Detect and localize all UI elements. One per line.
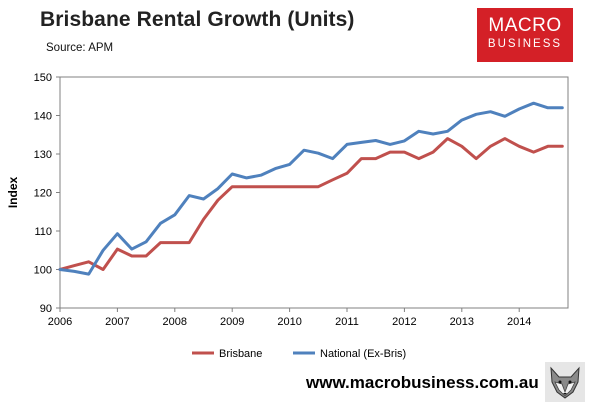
y-axis-label: Index: [6, 177, 20, 209]
x-tick-label: 2006: [48, 316, 72, 328]
y-tick-label: 110: [34, 226, 52, 238]
logo-line-2: BUSINESS: [487, 38, 563, 50]
logo-line-1: MACRO: [488, 15, 562, 36]
legend-label-brisbane: Brisbane: [219, 348, 262, 360]
y-tick-label: 120: [34, 188, 52, 200]
legend-label-national: National (Ex-Bris): [320, 348, 406, 360]
y-tick-label: 90: [40, 303, 52, 315]
chart-legend: Brisbane National (Ex-Bris): [192, 348, 406, 360]
y-tick-label: 140: [34, 111, 52, 123]
chart-axes: 90 100 110 120 130 140 150 2006 2007 2008 2009 2010…: [6, 72, 569, 328]
x-tick-label: 2008: [163, 316, 187, 328]
chart-series: [58, 101, 564, 276]
x-tick-label: 2011: [335, 316, 359, 328]
series-line-national: [58, 101, 564, 276]
website-url: www.macrobusiness.com.au: [306, 373, 539, 392]
macrobusiness-logo: MACRO BUSINESS: [477, 8, 573, 62]
fox-mascot-icon: [545, 362, 585, 402]
chart-title: Brisbane Rental Growth (Units): [40, 8, 355, 31]
chart-source: Source: APM: [46, 42, 114, 54]
y-tick-label: 150: [34, 72, 52, 84]
y-tick-label: 130: [34, 149, 52, 161]
x-tick-label: 2013: [450, 316, 474, 328]
x-tick-label: 2010: [277, 316, 301, 328]
y-tick-label: 100: [34, 265, 52, 277]
x-tick-label: 2014: [507, 316, 531, 328]
x-tick-label: 2012: [392, 316, 416, 328]
series-line-brisbane: [58, 137, 564, 271]
x-tick-label: 2007: [105, 316, 129, 328]
x-tick-label: 2009: [220, 316, 244, 328]
